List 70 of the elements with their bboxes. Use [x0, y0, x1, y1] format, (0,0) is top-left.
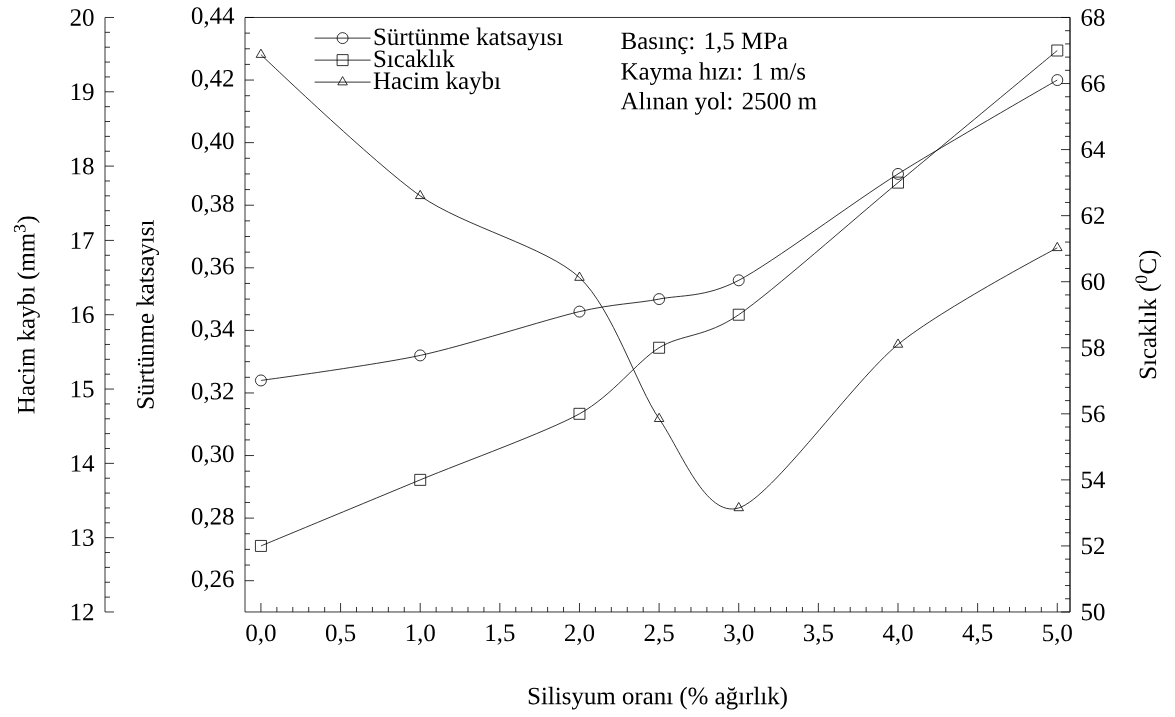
point — [732, 308, 745, 321]
x-tick-label: 2,5 — [644, 624, 674, 645]
point — [255, 540, 267, 552]
x-tick-label: 0,5 — [325, 624, 356, 645]
x-tick-label: 1,5 — [486, 624, 515, 645]
point — [574, 271, 585, 281]
x-axis-title: Silisyum oranı (% ağırlık) — [528, 686, 787, 710]
y3-tick-label: 15 — [71, 380, 94, 398]
y-tick-label: 0,34 — [191, 320, 235, 341]
y2-tick-label: 60 — [1081, 273, 1105, 291]
y3-tick-label: 20 — [70, 9, 94, 26]
point — [255, 48, 267, 58]
x-tick-label: 1,0 — [406, 624, 435, 645]
point — [1052, 241, 1063, 251]
point — [255, 374, 267, 387]
point — [892, 168, 904, 180]
point — [732, 274, 745, 287]
y3-tick-label: 18 — [71, 157, 94, 175]
y2-tick-label: 68 — [1081, 9, 1105, 26]
legend-label: Sıcaklık — [374, 49, 455, 68]
y3-tick-label: 12 — [71, 603, 94, 621]
y3-tick-label: 17 — [71, 232, 94, 249]
point — [573, 407, 586, 420]
y2-tick-label: 58 — [1081, 339, 1105, 357]
point — [414, 349, 427, 362]
point — [653, 293, 665, 305]
point — [573, 305, 586, 318]
x-tick-label: 4,5 — [962, 624, 993, 645]
point — [653, 412, 665, 422]
y2-tick-label: 52 — [1081, 537, 1105, 555]
point — [733, 502, 744, 512]
point — [653, 341, 666, 354]
y3-tick-label: 16 — [71, 306, 94, 324]
y-tick-label: 0,26 — [191, 570, 234, 591]
y2-axis-title: Sıcaklık ($^{0}$C) — [1135, 250, 1162, 379]
x-tick-label: 3,0 — [724, 624, 754, 645]
y2-tick-label: 66 — [1081, 75, 1105, 92]
annotation: Kayma hızı: 1 m/s — [621, 62, 806, 85]
point — [1051, 44, 1064, 57]
point — [1051, 74, 1064, 86]
y3-axis-title: Hacim kaybı (mm$^{3}$) — [13, 216, 40, 414]
y2-tick-label: 64 — [1081, 141, 1106, 158]
y-tick-label: 0,44 — [191, 7, 235, 28]
x-tick-label: 4,0 — [882, 624, 913, 645]
y-tick-label: 0,40 — [191, 132, 234, 153]
y-tick-label: 0,42 — [191, 69, 234, 91]
y3-tick-label: 19 — [71, 83, 94, 101]
x-tick-label: 5,0 — [1043, 624, 1072, 645]
point — [414, 473, 427, 486]
y-tick-label: 0,38 — [191, 195, 234, 216]
y2-tick-label: 56 — [1081, 405, 1105, 423]
y-tick-label: 0,36 — [191, 257, 234, 278]
y3-tick-label: 14 — [71, 455, 95, 472]
y-tick-label: 0,32 — [191, 382, 234, 404]
y3-tick-label: 13 — [71, 529, 94, 547]
x-tick-label: 0,0 — [246, 624, 276, 645]
x-tick-label: 3,5 — [803, 624, 833, 645]
y2-tick-label: 54 — [1081, 471, 1106, 489]
annotation: Basınç: 1,5 MPa — [621, 32, 788, 55]
point — [892, 176, 904, 189]
y-tick-label: 0,28 — [191, 507, 234, 529]
annotation: Alınan yol: 2500 m — [620, 92, 817, 115]
legend-label: Hacim kaybı — [373, 71, 501, 95]
y2-tick-label: 62 — [1081, 207, 1105, 225]
y-tick-label: 0,30 — [191, 445, 234, 466]
point — [892, 338, 904, 348]
y2-tick-label: 50 — [1081, 603, 1105, 621]
x-tick-label: 2,0 — [565, 624, 595, 645]
point — [415, 189, 426, 199]
y-axis-title: Sürtünme katsayısı — [136, 220, 159, 409]
